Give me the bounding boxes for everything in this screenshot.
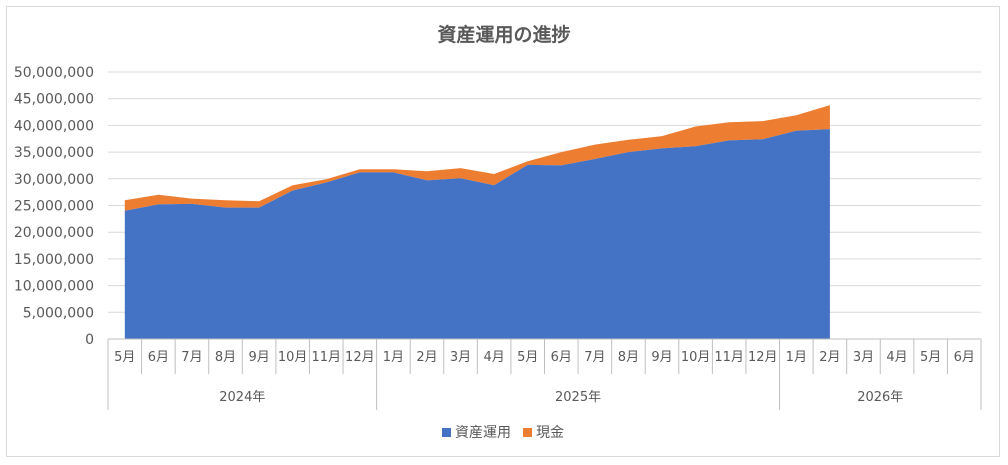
year-label: 2024年 [219, 390, 265, 405]
x-tick-label: 6月 [954, 350, 975, 365]
x-tick-label: 10月 [681, 350, 711, 365]
y-tick-label: 25,000,000 [14, 199, 94, 215]
year-label: 2025年 [555, 390, 601, 405]
y-tick-label: 40,000,000 [14, 118, 94, 134]
x-tick-label: 12月 [345, 350, 375, 365]
x-tick-label: 3月 [853, 350, 874, 365]
x-tick-label: 12月 [748, 350, 778, 365]
x-tick-label: 1月 [383, 350, 404, 365]
x-tick-label: 6月 [148, 350, 169, 365]
x-tick-label: 7月 [584, 350, 605, 365]
y-tick-label: 0 [85, 332, 94, 348]
area-series-investment [124, 129, 830, 339]
y-tick-label: 50,000,000 [14, 65, 94, 81]
y-tick-label: 30,000,000 [14, 172, 94, 188]
legend-swatch [442, 428, 451, 437]
y-tick-label: 10,000,000 [14, 279, 94, 295]
x-tick-label: 11月 [714, 350, 744, 365]
x-tick-label: 3月 [450, 350, 471, 365]
y-tick-label: 20,000,000 [14, 225, 94, 241]
y-tick-label: 45,000,000 [14, 92, 94, 108]
area-series-cash [124, 105, 830, 211]
year-label: 2026年 [857, 390, 903, 405]
chart-title: 資産運用の進捗 [437, 24, 571, 46]
legend-entry: 資産運用 [455, 425, 511, 441]
y-axis: 0 5,000,000 10,000,000 15,000,000 20,000,000… [14, 65, 94, 348]
x-tick-label: 8月 [618, 350, 639, 365]
x-tick-label: 1月 [786, 350, 807, 365]
y-tick-label: 35,000,000 [14, 145, 94, 161]
legend: 資産運用 現金 [442, 425, 564, 441]
x-tick-label: 5月 [114, 350, 135, 365]
y-tick-label: 15,000,000 [14, 252, 94, 268]
x-tick-label: 4月 [886, 350, 907, 365]
x-tick-label: 9月 [248, 350, 269, 365]
x-tick-label: 6月 [551, 350, 572, 365]
x-tick-label: 5月 [920, 350, 941, 365]
x-tick-label: 2月 [416, 350, 437, 365]
x-tick-label: 9月 [651, 350, 672, 365]
legend-entry: 現金 [536, 425, 564, 441]
area-series [124, 105, 830, 339]
x-tick-label: 11月 [311, 350, 341, 365]
x-tick-label: 4月 [483, 350, 504, 365]
x-tick-label: 2月 [819, 350, 840, 365]
y-tick-label: 5,000,000 [23, 305, 94, 321]
legend-swatch [523, 428, 532, 437]
x-axis: 5月 6月 7月 8月 9月 10月 11月 12月 1月 2月 3月 4月 5月 6月 7月 8月 9月 10月… [107, 338, 982, 410]
x-tick-label: 8月 [215, 350, 236, 365]
x-tick-label: 10月 [278, 350, 308, 365]
x-tick-label: 5月 [517, 350, 538, 365]
x-tick-label: 7月 [181, 350, 202, 365]
